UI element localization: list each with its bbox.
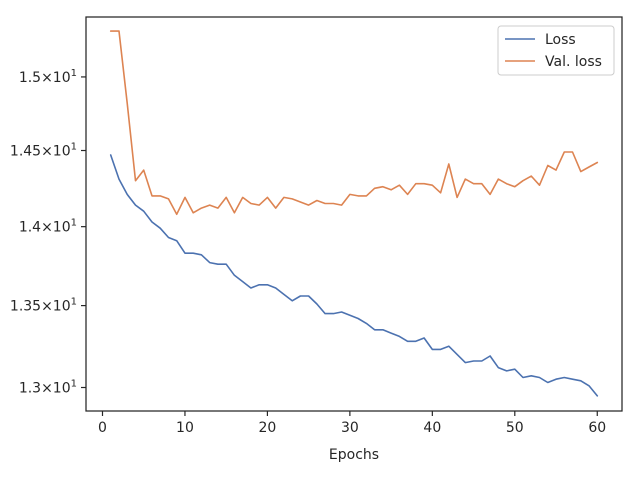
plot-area	[109, 30, 599, 397]
legend: Loss Val. loss	[497, 25, 615, 76]
legend-label-loss: Loss	[545, 32, 576, 48]
y-tick-label: 1.45×101	[10, 142, 77, 160]
y-axis: 1.3×101 1.35×101 1.4×101 1.45×101 1.5×101	[10, 68, 86, 397]
y-tick-label: 1.5×101	[19, 68, 77, 86]
y-tick-label: 1.3×101	[19, 379, 77, 397]
legend-label-val-loss: Val. loss	[545, 54, 602, 70]
x-tick-label: 10	[176, 420, 194, 436]
series-line-val-loss	[109, 30, 599, 216]
y-tick-label: 1.35×101	[10, 297, 77, 315]
series-line-loss	[109, 154, 599, 397]
x-axis: 0 10 20 30 40 50 60	[98, 411, 606, 436]
x-tick-label: 20	[259, 420, 277, 436]
x-tick-label: 50	[506, 420, 524, 436]
plot-frame	[85, 16, 623, 412]
x-tick-label: 40	[423, 420, 441, 436]
x-tick-label: 30	[341, 420, 359, 436]
x-axis-label: Epochs	[329, 447, 379, 463]
x-tick-label: 60	[588, 420, 606, 436]
y-tick-label: 1.4×101	[19, 218, 77, 236]
x-tick-label: 0	[98, 420, 107, 436]
